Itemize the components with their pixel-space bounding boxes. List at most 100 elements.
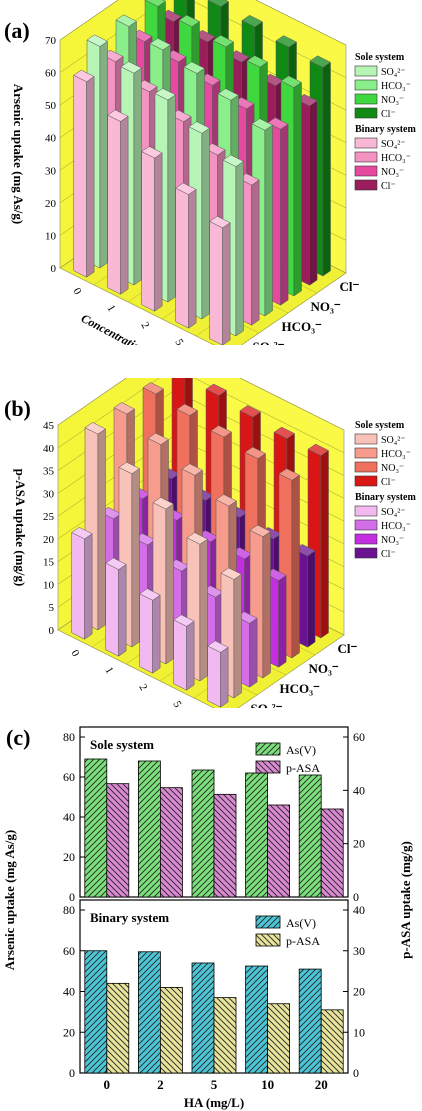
y-tick-label-left: 40	[63, 985, 75, 999]
panel-label: (c)	[6, 725, 30, 750]
bar-hatch	[106, 982, 130, 1074]
y-axis-title-left: Arsenic uptake (mg As/g)	[2, 830, 17, 970]
bar	[320, 1009, 344, 1074]
y-tick-label-left: 80	[63, 730, 75, 744]
depth-tick-label: SO₄²⁻	[253, 339, 285, 345]
y-tick-label: 15	[43, 557, 55, 569]
legend-label: NO₃⁻	[381, 535, 404, 546]
y-tick-label: 0	[49, 625, 55, 637]
bar-side	[233, 573, 242, 699]
y-axis-title: Arsenic uptake (mg As/g)	[11, 84, 26, 224]
bar	[298, 774, 322, 898]
bar-front	[107, 114, 121, 295]
bar-top	[149, 38, 171, 51]
floor-gridline	[59, 267, 215, 345]
bar-top	[210, 425, 232, 438]
floor-gridline	[57, 629, 215, 708]
y-tick-label-left: 20	[63, 850, 75, 864]
legend-group-title: Binary system	[355, 124, 417, 135]
bar-hatch	[245, 965, 269, 1074]
bar-side	[280, 123, 289, 306]
bar-top	[246, 55, 268, 68]
bar-3d	[265, 568, 287, 668]
y-tick-label-right: 20	[353, 837, 365, 851]
y-tick-label: 25	[43, 511, 55, 523]
bar-top	[275, 35, 297, 48]
bar	[159, 987, 183, 1074]
bar	[267, 804, 291, 898]
legend-swatch	[354, 93, 378, 105]
legend-swatch-hatch	[255, 742, 281, 756]
legend-label: As(V)	[286, 743, 316, 757]
x-axis-title: HA (mg/L)	[184, 1095, 244, 1110]
panel-c: (c) 0 20 40 60 80 0 20 40 60 Sole system As(V) p-ASA…	[0, 715, 422, 1111]
bar	[245, 965, 269, 1074]
gridline	[57, 378, 345, 431]
y-tick-label-right: 40	[353, 783, 365, 797]
bar-side	[293, 81, 302, 297]
y-tick-label-left: 80	[63, 903, 75, 917]
bar-top	[251, 118, 273, 131]
legend-label: HCO₃⁻	[381, 153, 411, 164]
legend-swatch	[354, 179, 378, 191]
bar-3d	[141, 146, 163, 312]
bar-side	[309, 100, 318, 286]
y-tick-label: 35	[43, 466, 55, 478]
panel-b: (b)051015202530354045012510SO₄²⁻HCO₃⁻NO₃…	[0, 378, 422, 708]
panel-label: (a)	[4, 18, 30, 43]
bar-hatch	[245, 772, 269, 898]
bar-top	[212, 35, 234, 48]
bar-front	[175, 187, 189, 329]
bar-top	[207, 0, 229, 7]
bar-hatch	[137, 951, 161, 1074]
bar-top	[84, 422, 106, 435]
bar-side	[120, 115, 129, 295]
depth-tick-label: NO₃⁻	[309, 661, 339, 676]
legend-swatch	[354, 475, 378, 487]
bar	[245, 772, 269, 898]
x-tick-label: 1	[104, 303, 117, 314]
legend-swatch-hatch	[255, 915, 281, 929]
bar-3d	[73, 69, 95, 278]
bar-side	[199, 538, 208, 682]
x-tick-label: 2	[157, 1077, 164, 1092]
bar-side	[165, 503, 174, 665]
bar-side	[307, 550, 316, 648]
x-tick-label: 5	[211, 1077, 218, 1092]
gridline	[59, 0, 347, 46]
x-tick-label: 0	[70, 286, 83, 297]
bar-side	[154, 152, 163, 312]
x-tick-label: 2	[138, 320, 151, 331]
legend-swatch	[354, 79, 378, 91]
gridline	[57, 378, 345, 454]
legend-group-title: Sole system	[355, 420, 405, 431]
bar-top	[205, 383, 227, 396]
depth-tick-label: Cl⁻	[338, 641, 358, 656]
bar-top	[244, 446, 266, 459]
y-tick-label-right: 0	[353, 890, 359, 904]
bar-side	[188, 188, 197, 329]
legend-label: NO₃⁻	[381, 167, 404, 178]
bar-top	[239, 405, 261, 418]
bar-side	[249, 617, 258, 688]
y-tick-label-right: 10	[353, 1025, 365, 1039]
bar-top	[222, 154, 244, 167]
bar	[267, 1003, 291, 1074]
bar-top	[105, 557, 127, 570]
bar-top	[115, 14, 137, 27]
bar-side	[220, 646, 229, 708]
bar-side	[97, 428, 106, 631]
bar-3d	[105, 557, 127, 657]
y-tick-label: 5	[49, 602, 55, 614]
bar-side	[152, 594, 161, 674]
chart-a-3d-bar: (a)010203040506070012510SO₄²⁻HCO₃⁻NO₃⁻Cl…	[4, 0, 417, 345]
bar	[159, 787, 183, 898]
bar-top	[273, 426, 295, 439]
bar-side	[84, 533, 93, 640]
legend-label: SO₄²⁻	[381, 139, 406, 150]
y-tick-label: 20	[43, 534, 55, 546]
bar-hatch	[267, 1003, 291, 1074]
bar-hatch	[320, 1009, 344, 1074]
bar-hatch	[137, 760, 161, 898]
